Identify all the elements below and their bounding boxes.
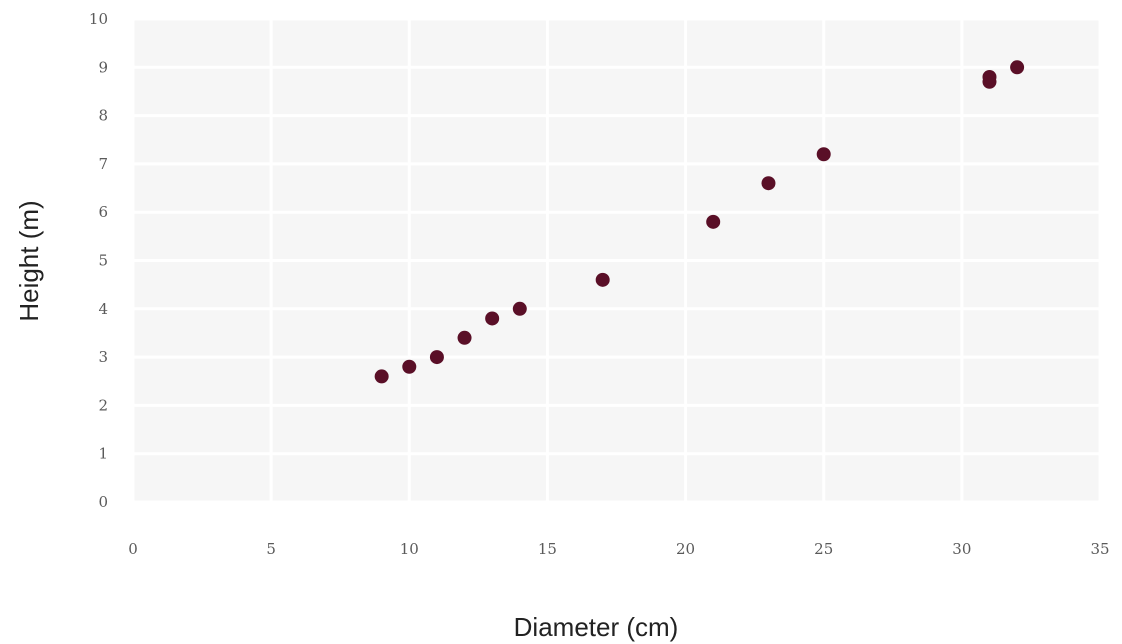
data-point [816, 147, 831, 162]
x-tick-label: 15 [538, 540, 557, 558]
x-tick-label: 5 [266, 540, 276, 558]
y-tick-label: 5 [98, 252, 108, 270]
data-point [485, 311, 500, 326]
data-point [457, 330, 472, 345]
x-axis-title: Diameter (cm) [514, 612, 679, 642]
data-point [374, 369, 389, 384]
data-point [512, 301, 527, 316]
y-tick-label: 0 [98, 493, 108, 511]
data-points [374, 60, 1025, 384]
y-tick-label: 2 [98, 396, 108, 414]
y-tick-label: 7 [98, 155, 108, 173]
y-tick-label: 9 [98, 58, 108, 76]
data-point [429, 350, 444, 365]
data-point [1010, 60, 1025, 75]
y-tick-label: 10 [89, 10, 108, 28]
y-tick-label: 1 [98, 445, 108, 463]
y-tick-label: 6 [98, 203, 108, 221]
y-tick-labels: 0 1 2 3 4 5 6 7 8 9 10 [89, 10, 108, 511]
x-tick-label: 20 [676, 540, 695, 558]
gridlines [131, 17, 1102, 504]
y-tick-label: 8 [98, 107, 108, 125]
data-point [761, 176, 776, 191]
y-axis-title: Height (m) [14, 200, 44, 321]
data-point [595, 272, 610, 287]
x-tick-label: 25 [814, 540, 833, 558]
x-tick-label: 0 [128, 540, 138, 558]
data-point [982, 69, 997, 84]
x-tick-label: 35 [1090, 540, 1109, 558]
x-tick-label: 10 [400, 540, 419, 558]
data-point [402, 359, 417, 374]
y-tick-label: 4 [98, 300, 108, 318]
data-point [706, 214, 721, 229]
x-tick-labels: 0 5 10 15 20 25 30 35 [128, 540, 1109, 558]
x-tick-label: 30 [952, 540, 971, 558]
y-tick-label: 3 [98, 348, 108, 366]
